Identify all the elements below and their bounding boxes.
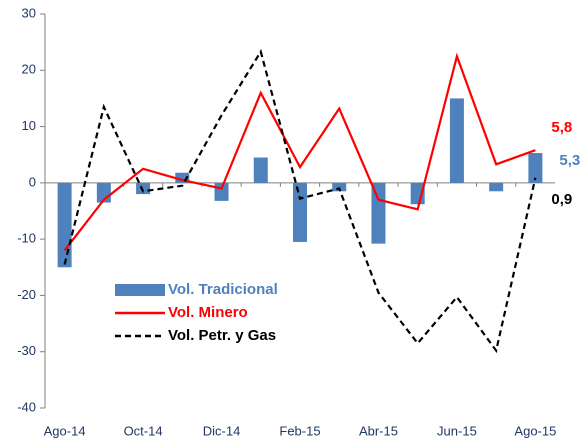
y-tick-label: 0 bbox=[29, 174, 36, 189]
bar bbox=[489, 182, 504, 192]
line-series bbox=[63, 48, 537, 354]
bar bbox=[175, 172, 190, 183]
bar bbox=[332, 182, 347, 192]
legend-label: Vol. Minero bbox=[168, 304, 248, 321]
y-tick-label: -20 bbox=[17, 287, 36, 302]
bar bbox=[57, 182, 72, 268]
legend-label: Vol. Tradicional bbox=[168, 281, 278, 298]
y-tick-label: -30 bbox=[17, 343, 36, 358]
value-label: 5,3 bbox=[559, 152, 580, 169]
x-tick-label: Oct-14 bbox=[124, 423, 163, 438]
value-label: 0,9 bbox=[551, 191, 572, 208]
bar bbox=[214, 182, 229, 201]
line-series bbox=[63, 52, 536, 252]
y-tick-label: -40 bbox=[17, 399, 36, 414]
y-tick-label: 30 bbox=[22, 5, 36, 20]
bar bbox=[293, 182, 307, 242]
x-tick-label: Ago-15 bbox=[514, 423, 556, 438]
bar bbox=[528, 153, 543, 183]
bar bbox=[449, 98, 464, 183]
y-tick-label: 20 bbox=[22, 62, 36, 77]
x-tick-label: Jun-15 bbox=[437, 423, 477, 438]
x-tick-label: Ago-14 bbox=[44, 423, 86, 438]
x-tick-label: Dic-14 bbox=[203, 423, 241, 438]
legend-swatch bbox=[115, 284, 165, 296]
bar bbox=[371, 182, 386, 244]
x-tick-label: Feb-15 bbox=[279, 423, 320, 438]
value-label: 5,8 bbox=[551, 119, 572, 136]
legend-label: Vol. Petr. y Gas bbox=[168, 327, 276, 344]
y-tick-label: 10 bbox=[22, 118, 36, 133]
x-tick-label: Abr-15 bbox=[359, 423, 398, 438]
bar bbox=[136, 182, 151, 195]
bar bbox=[253, 157, 268, 183]
y-tick-label: -10 bbox=[17, 231, 36, 246]
